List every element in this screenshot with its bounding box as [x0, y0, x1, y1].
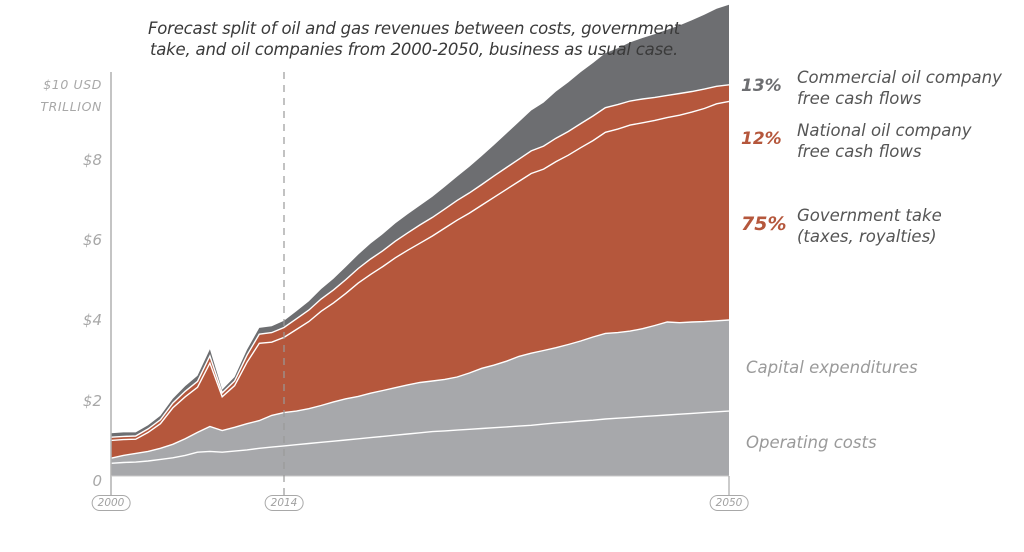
- legend-national-oil-company: 12% National oil company free cash flows: [741, 120, 972, 162]
- y-tick-label: $2: [82, 392, 102, 410]
- y-tick-label: $4: [82, 311, 102, 329]
- share-label: 75%: [741, 213, 787, 235]
- series-boundary-line: [110, 319, 730, 459]
- chart-title-line1: Forecast split of oil and gas revenues b…: [147, 19, 681, 38]
- legend-capital-expenditures: Capital expenditures: [746, 358, 918, 377]
- y-unit-line1: $10 USD: [43, 77, 102, 92]
- series-boundary-line: [110, 84, 730, 438]
- legend-label: Commercial oil company: [797, 68, 1002, 87]
- legend-label: Government take: [797, 206, 942, 225]
- y-unit-line2: TRILLION: [40, 99, 102, 114]
- legend-commercial-oil-company: 13% Commercial oil company free cash flo…: [741, 67, 1002, 109]
- area-government-take: [111, 101, 729, 459]
- area-capital-expenditures: [111, 320, 729, 464]
- x-tick-label: 2050: [709, 495, 749, 511]
- area-national-oil-company: [111, 84, 729, 441]
- series-boundary-line: [110, 410, 730, 464]
- y-tick-label: $6: [82, 231, 102, 249]
- share-label: 13%: [741, 76, 782, 96]
- legend-label: free cash flows: [797, 142, 922, 161]
- legend-label: free cash flows: [797, 89, 922, 108]
- area-layers: [111, 4, 729, 476]
- x-tick-label: 2000: [91, 495, 131, 511]
- chart-title: Forecast split of oil and gas revenues b…: [134, 18, 694, 60]
- legend-government-take: 75% Government take (taxes, royalties): [741, 205, 942, 247]
- legend-operating-costs: Operating costs: [746, 433, 877, 452]
- area-operating-costs: [111, 411, 729, 476]
- share-label: 12%: [741, 129, 782, 149]
- legend-label: National oil company: [797, 121, 972, 140]
- series-boundary-line: [110, 100, 730, 442]
- x-tick-label: 2014: [264, 495, 304, 511]
- chart-title-line2: take, and oil companies from 2000-2050, …: [149, 40, 678, 59]
- series-separators: [110, 84, 730, 464]
- y-tick-label: $8: [82, 151, 102, 169]
- area-commercial-oil-company: [111, 4, 729, 438]
- legend-label: (taxes, royalties): [797, 227, 937, 246]
- y-tick-label: 0: [92, 472, 102, 490]
- y-axis-unit-label: $10 USD TRILLION: [40, 74, 102, 118]
